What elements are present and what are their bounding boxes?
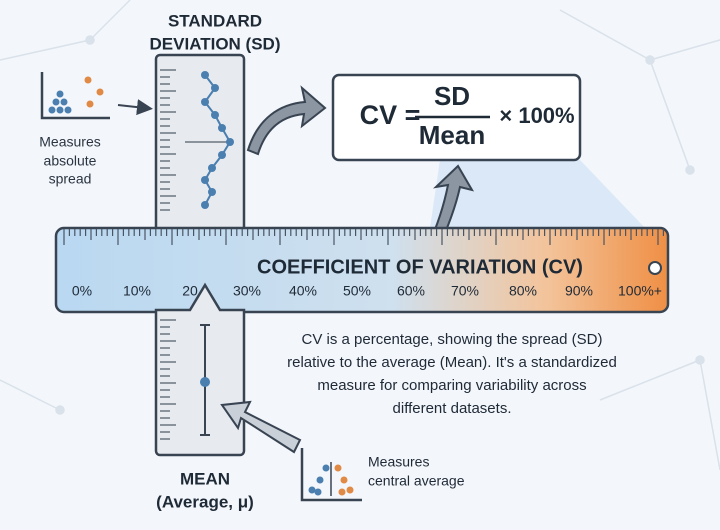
ruler-label: 60% xyxy=(397,283,425,299)
sd-note: absolute xyxy=(44,153,97,169)
description-line: CV is a percentage, showing the spread (… xyxy=(302,331,603,348)
sd-note: Measures xyxy=(39,134,100,150)
description-line: relative to the average (Mean). It's a s… xyxy=(287,354,617,371)
ruler-label: 20 xyxy=(182,283,198,299)
sd-icon xyxy=(40,72,153,120)
sd-note: spread xyxy=(49,171,92,187)
arrow xyxy=(220,400,302,454)
ruler-label: 80% xyxy=(509,283,537,299)
formula-box: CV = SD Mean × 100% xyxy=(331,73,582,162)
mean-title: MEAN xyxy=(180,469,230,488)
ruler-title: COEFFICIENT OF VARIATION (CV) xyxy=(257,256,583,278)
mean-note: central average xyxy=(368,473,465,489)
ruler-label: 90% xyxy=(565,283,593,299)
projection xyxy=(430,160,645,228)
ruler: COEFFICIENT OF VARIATION (CV) 0% 10% 20 30%… xyxy=(54,226,670,314)
ruler-label: 30% xyxy=(233,283,261,299)
ruler-label: 50% xyxy=(343,283,371,299)
formula-denominator: Mean xyxy=(419,120,485,150)
background-network xyxy=(0,0,720,471)
ruler-label: 40% xyxy=(289,283,317,299)
sd-title: STANDARD xyxy=(168,11,262,30)
ruler-label: 10% xyxy=(123,283,151,299)
sd-panel xyxy=(154,53,246,252)
mean-title: (Average, μ) xyxy=(156,492,254,511)
formula-numerator: SD xyxy=(434,81,470,111)
ruler-label: 70% xyxy=(451,283,479,299)
formula-factor: × 100% xyxy=(499,103,574,128)
formula-lhs: CV = xyxy=(360,100,421,130)
description-line: different datasets. xyxy=(393,400,512,417)
mean-icon xyxy=(300,448,362,502)
ruler-label: 100%+ xyxy=(618,283,662,299)
mean-note: Measures xyxy=(368,454,429,470)
description: CV is a percentage, showing the spread (… xyxy=(287,331,617,417)
mean-panel xyxy=(154,282,246,457)
sd-title: DEVIATION (SD) xyxy=(150,34,281,53)
description-line: measure for comparing variability across xyxy=(317,377,586,394)
ruler-label: 0% xyxy=(72,283,92,299)
arrow xyxy=(246,85,327,156)
